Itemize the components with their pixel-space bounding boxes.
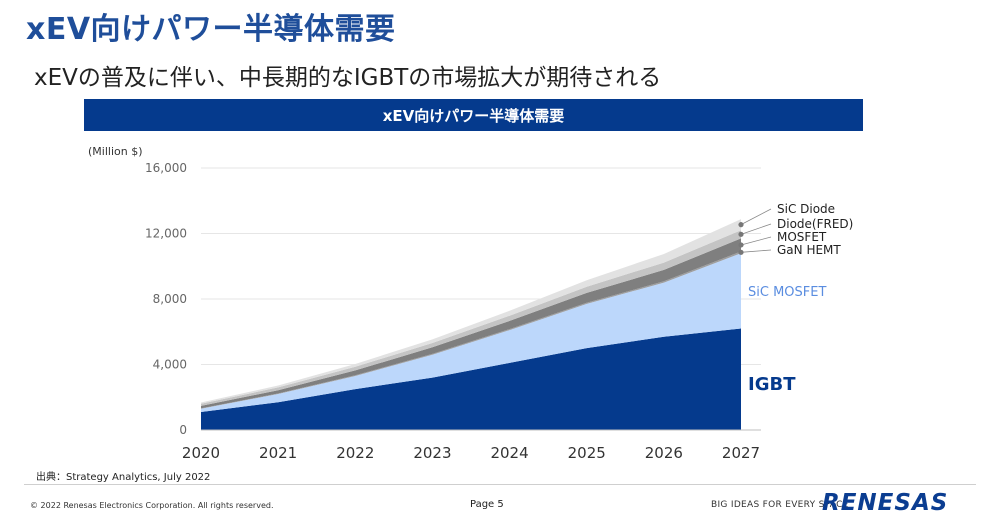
page-title: xEV向けパワー半導体需要 bbox=[26, 12, 396, 47]
chart-title-banner: xEV向けパワー半導体需要 bbox=[84, 99, 863, 131]
legend-leader-dot bbox=[738, 242, 744, 248]
y-tick-label: 8,000 bbox=[153, 292, 187, 306]
axes: 0 4,000 8,000 12,000 16,000 2020 2021 2022 2023 2… bbox=[145, 161, 761, 462]
x-tick-label: 2021 bbox=[259, 444, 297, 462]
legend-leader-line bbox=[740, 249, 772, 253]
y-tick-label: 16,000 bbox=[145, 161, 187, 175]
x-tick-label: 2024 bbox=[490, 444, 528, 462]
copyright-text: © 2022 Renesas Electronics Corporation. … bbox=[30, 501, 274, 510]
legend-label: IGBT bbox=[748, 374, 796, 395]
area-series bbox=[201, 219, 741, 430]
legend-label: MOSFET bbox=[777, 230, 827, 244]
y-axis-unit-label: (Million $) bbox=[88, 145, 143, 158]
legend-leader-dot bbox=[738, 249, 744, 255]
x-tick-label: 2020 bbox=[182, 444, 220, 462]
area-sic-mosfet bbox=[201, 253, 741, 412]
y-tick-label: 4,000 bbox=[153, 358, 187, 372]
legend-leader-line bbox=[740, 236, 772, 246]
y-tick-label: 0 bbox=[179, 423, 187, 437]
x-tick-label: 2025 bbox=[568, 444, 606, 462]
x-tick-label: 2027 bbox=[722, 444, 760, 462]
tagline: BIG IDEAS FOR EVERY SPACE bbox=[711, 500, 849, 510]
legend-leader-line bbox=[740, 223, 772, 235]
y-tick-label: 12,000 bbox=[145, 227, 187, 241]
legend-label: SiC Diode bbox=[777, 202, 835, 216]
x-tick-label: 2022 bbox=[336, 444, 374, 462]
legend-leader-dot bbox=[738, 231, 744, 237]
legend-leader-line bbox=[740, 208, 772, 226]
page-subtitle: xEVの普及に伴い、中長期的なIGBTの市場拡大が期待される bbox=[34, 65, 662, 91]
stacked-area-chart: 0 4,000 8,000 12,000 16,000 2020 2021 2022 2023 2… bbox=[88, 145, 853, 462]
legend-leader-dot bbox=[738, 222, 744, 228]
area-igbt bbox=[201, 328, 741, 430]
page-number: Page 5 bbox=[470, 499, 504, 510]
renesas-logo: RENESAS bbox=[822, 490, 949, 516]
source-note: 出典：Strategy Analytics, July 2022 bbox=[36, 472, 211, 483]
legend-label: GaN HEMT bbox=[777, 243, 841, 257]
legend-label: Diode(FRED) bbox=[777, 217, 853, 231]
x-tick-label: 2026 bbox=[645, 444, 683, 462]
x-tick-label: 2023 bbox=[413, 444, 451, 462]
legend-label: SiC MOSFET bbox=[748, 285, 826, 300]
footer-divider bbox=[24, 484, 976, 485]
